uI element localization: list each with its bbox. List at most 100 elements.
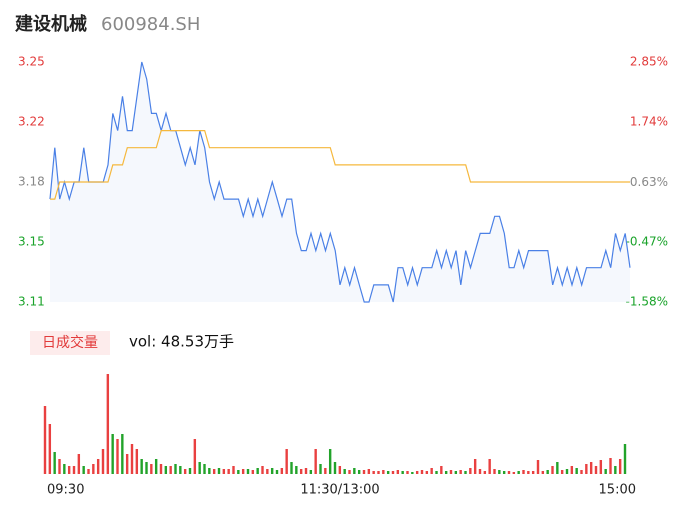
volume-bar (444, 471, 448, 474)
volume-bar (140, 459, 143, 474)
volume-bar (502, 471, 506, 474)
volume-bar (551, 466, 554, 474)
volume-bar (203, 464, 206, 474)
volume-bar (531, 471, 535, 474)
volume-bar (256, 468, 259, 474)
volume-bar (609, 458, 612, 474)
volume-bar (174, 464, 177, 474)
volume-bar (188, 468, 192, 474)
volume-bar (333, 462, 337, 474)
volume-bar (522, 470, 525, 474)
y-tick-label: 3.11 (18, 295, 45, 309)
volume-bar (536, 460, 540, 474)
volume-bar (183, 469, 187, 474)
y2-tick-label: -0.47% (626, 234, 668, 248)
volume-bar (328, 449, 332, 474)
volume-bar (82, 466, 85, 474)
y-tick-label: 3.22 (18, 115, 45, 129)
volume-bar (449, 470, 453, 474)
volume-bar (217, 468, 221, 474)
volume-bar (232, 466, 235, 474)
x-tick-label: 11:30/13:00 (300, 483, 379, 498)
volume-bar (43, 406, 47, 474)
volume-bar (295, 466, 298, 474)
volume-bar (246, 469, 250, 474)
volume-bar (575, 468, 578, 474)
volume-bar (411, 472, 414, 474)
volume-bar (473, 459, 477, 474)
volume-bar (353, 468, 356, 474)
volume-bar (580, 470, 583, 474)
volume-bar (193, 439, 197, 474)
average-line (50, 130, 630, 200)
volume-bar (517, 471, 520, 474)
y-tick-label: 3.18 (18, 175, 45, 189)
volume-bar (459, 470, 462, 474)
volume-bar (483, 471, 487, 474)
volume-bar (261, 466, 264, 474)
price-area (50, 62, 630, 302)
volume-bar (63, 464, 66, 474)
volume-bar (125, 454, 129, 474)
volume-bar (469, 468, 472, 474)
volume-bar (266, 469, 269, 474)
volume-bar (150, 464, 153, 474)
volume-bar (116, 439, 119, 474)
y2-tick-label: 1.74% (630, 115, 668, 129)
volume-bar (135, 449, 139, 474)
volume-bar (454, 471, 458, 474)
volume-bar (290, 462, 293, 474)
volume-bar (512, 472, 516, 474)
volume-bar (145, 462, 148, 474)
volume-bar (565, 469, 569, 474)
volume-bar (275, 470, 279, 474)
volume-bar (415, 471, 419, 474)
volume-bar (420, 470, 424, 474)
volume-bar (106, 374, 110, 474)
volume-bar (314, 449, 317, 474)
volume-bar (319, 464, 322, 474)
volume-bar (589, 462, 593, 474)
volume-bar (304, 468, 308, 474)
volume-bar (382, 470, 385, 474)
stock-code: 600984.SH (101, 14, 200, 35)
volume-bar (362, 470, 366, 474)
x-tick-label: 09:30 (47, 483, 84, 498)
volume-bar (430, 468, 433, 474)
volume-bar (92, 464, 95, 474)
volume-bar (53, 452, 56, 474)
volume-bar (72, 466, 76, 474)
volume-bar (406, 471, 409, 474)
volume-bar (77, 454, 81, 474)
volume-bar (251, 470, 255, 474)
volume-total: vol: 48.53万手 (129, 333, 234, 351)
volume-bar (159, 464, 163, 474)
volume-bar (280, 468, 284, 474)
volume-bar (560, 470, 564, 474)
volume-bar (343, 469, 346, 474)
volume-bar (121, 434, 124, 474)
volume-bar (498, 470, 501, 474)
x-tick-label: 15:00 (599, 483, 636, 498)
volume-bar (604, 469, 607, 474)
volume-bar (164, 466, 168, 474)
volume-bar (227, 469, 230, 474)
y2-tick-label: -1.58% (626, 295, 668, 309)
volume-bar (541, 471, 545, 474)
volume-bar (299, 469, 303, 474)
volume-bar (599, 460, 603, 474)
volume-bar (154, 459, 158, 474)
volume-bar (179, 466, 182, 474)
volume-bar (198, 462, 201, 474)
volume-bar (222, 469, 226, 474)
volume-bar (396, 470, 400, 474)
volume-bar (623, 444, 627, 474)
volume-bar (357, 470, 361, 474)
volume-bar (208, 468, 211, 474)
volume-bar (594, 466, 598, 474)
volume-bar (367, 469, 371, 474)
volume-bar (130, 444, 134, 474)
volume-bar (101, 449, 105, 474)
volume-bar (527, 471, 530, 474)
volume-bar (488, 459, 491, 474)
